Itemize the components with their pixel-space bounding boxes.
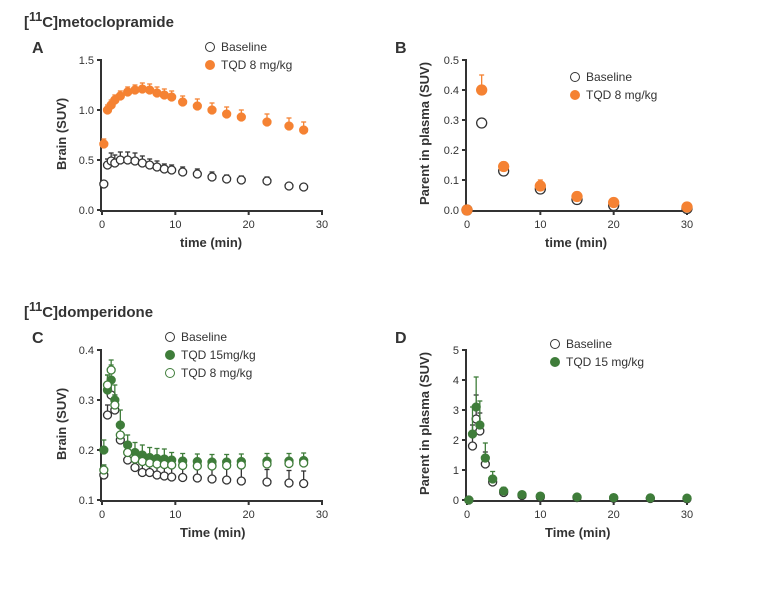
svg-text:1.0: 1.0 bbox=[79, 105, 94, 117]
panel-d: D BaselineTQD 15 mg/kg 0102030012345 Par… bbox=[395, 330, 745, 570]
panel-a-xlabel: time (min) bbox=[180, 235, 242, 250]
svg-text:10: 10 bbox=[169, 509, 181, 521]
panel-a-label: A bbox=[32, 40, 44, 58]
svg-text:0.5: 0.5 bbox=[444, 55, 459, 67]
svg-text:1.5: 1.5 bbox=[79, 55, 94, 67]
svg-text:30: 30 bbox=[316, 219, 328, 231]
svg-text:0: 0 bbox=[99, 219, 105, 231]
svg-text:0.3: 0.3 bbox=[79, 395, 94, 407]
svg-text:0.0: 0.0 bbox=[79, 205, 94, 217]
svg-text:20: 20 bbox=[243, 509, 255, 521]
svg-text:0.0: 0.0 bbox=[444, 205, 459, 217]
svg-text:2: 2 bbox=[453, 435, 459, 447]
panel-a-plot: 01020300.00.51.01.5 bbox=[100, 60, 322, 212]
svg-text:0: 0 bbox=[464, 219, 470, 231]
panel-b-ylabel: Parent in plasma (SUV) bbox=[417, 62, 432, 205]
panel-a: A BaselineTQD 8 mg/kg 01020300.00.51.01.… bbox=[30, 40, 380, 280]
svg-text:10: 10 bbox=[534, 509, 546, 521]
panel-c-ylabel: Brain (SUV) bbox=[54, 388, 69, 460]
panel-d-xlabel: Time (min) bbox=[545, 525, 611, 540]
svg-text:0.1: 0.1 bbox=[444, 175, 459, 187]
panel-c-label: C bbox=[32, 330, 44, 348]
svg-text:4: 4 bbox=[453, 375, 459, 387]
panel-b-plot: 01020300.00.10.20.30.40.5 bbox=[465, 60, 687, 212]
svg-text:0: 0 bbox=[99, 509, 105, 521]
panel-a-ylabel: Brain (SUV) bbox=[54, 98, 69, 170]
panel-d-ylabel: Parent in plasma (SUV) bbox=[417, 352, 432, 495]
svg-text:0.4: 0.4 bbox=[79, 345, 94, 357]
section-title-1: [11C]metoclopramide bbox=[24, 10, 174, 31]
svg-text:0.2: 0.2 bbox=[79, 445, 94, 457]
panel-c-plot: 01020300.10.20.30.4 bbox=[100, 350, 322, 502]
svg-text:0: 0 bbox=[453, 495, 459, 507]
svg-text:20: 20 bbox=[243, 219, 255, 231]
svg-text:30: 30 bbox=[316, 509, 328, 521]
panel-b: B BaselineTQD 8 mg/kg 01020300.00.10.20.… bbox=[395, 40, 745, 280]
panel-b-label: B bbox=[395, 40, 407, 58]
svg-text:30: 30 bbox=[681, 509, 693, 521]
svg-text:5: 5 bbox=[453, 345, 459, 357]
svg-text:0: 0 bbox=[464, 509, 470, 521]
panel-c: C BaselineTQD 15mg/kgTQD 8 mg/kg 0102030… bbox=[30, 330, 380, 570]
svg-text:20: 20 bbox=[608, 219, 620, 231]
panel-b-xlabel: time (min) bbox=[545, 235, 607, 250]
panel-d-plot: 0102030012345 bbox=[465, 350, 687, 502]
svg-text:1: 1 bbox=[453, 465, 459, 477]
panel-c-xlabel: Time (min) bbox=[180, 525, 246, 540]
svg-text:10: 10 bbox=[169, 219, 181, 231]
svg-text:0.1: 0.1 bbox=[79, 495, 94, 507]
panel-d-label: D bbox=[395, 330, 407, 348]
svg-text:20: 20 bbox=[608, 509, 620, 521]
svg-text:3: 3 bbox=[453, 405, 459, 417]
svg-text:0.3: 0.3 bbox=[444, 115, 459, 127]
figure-page: { "section1": { "title": "[11C]metoclopr… bbox=[0, 0, 766, 603]
svg-text:0.5: 0.5 bbox=[79, 155, 94, 167]
svg-text:10: 10 bbox=[534, 219, 546, 231]
svg-text:0.4: 0.4 bbox=[444, 85, 459, 97]
svg-text:0.2: 0.2 bbox=[444, 145, 459, 157]
svg-text:30: 30 bbox=[681, 219, 693, 231]
section-title-2: [11C]domperidone bbox=[24, 300, 153, 321]
